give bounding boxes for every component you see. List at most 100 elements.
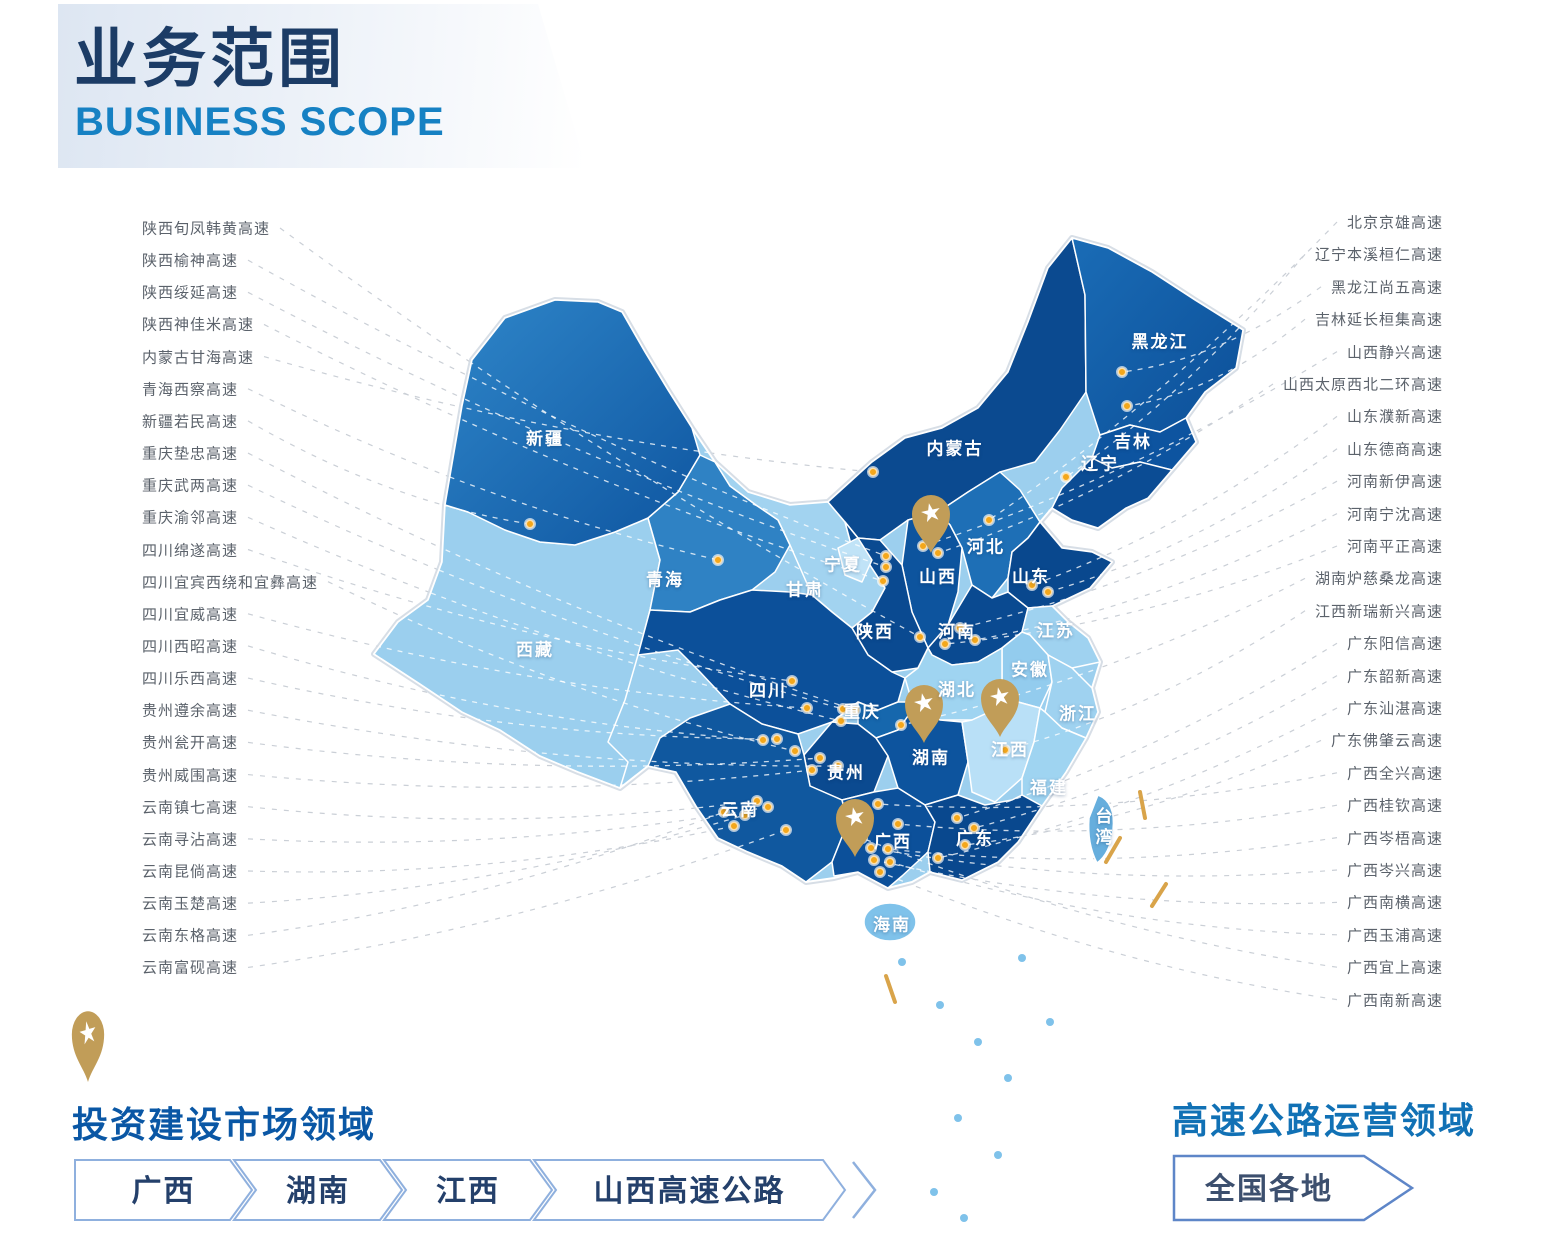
- project-dot: [837, 703, 849, 715]
- project-label-right: 山西太原西北二环高速: [1282, 376, 1443, 394]
- province-shape-liaoning: [1051, 457, 1173, 529]
- province-label: 四川: [749, 681, 787, 701]
- connector-line-on-map: [374, 825, 735, 873]
- connector-line: [247, 825, 735, 873]
- province-label: 内蒙古: [926, 439, 984, 459]
- project-dot: [771, 733, 783, 745]
- province-label: 广东: [956, 829, 994, 849]
- project-dot: [718, 806, 730, 818]
- project-dot: [895, 719, 907, 731]
- project-label-right: 广东佛肇云高速: [1330, 732, 1443, 750]
- project-dot: [932, 547, 944, 559]
- connector-line-on-map: [922, 351, 1243, 547]
- project-dot: [932, 852, 944, 864]
- project-dot: [728, 820, 740, 832]
- connector-line: [1047, 448, 1338, 593]
- province-shape-fujian: [1021, 707, 1087, 807]
- project-dot: [849, 704, 861, 716]
- connector-line-on-map: [374, 613, 808, 709]
- project-label-left: 云南东格高速: [142, 927, 239, 945]
- connector-line-on-map: [887, 836, 1243, 860]
- island-dot: [1018, 954, 1026, 962]
- connector-line-on-map: [374, 709, 839, 767]
- project-dot: [806, 764, 818, 776]
- province-shape-ningxia: [837, 537, 873, 583]
- connector-line-on-map: [374, 291, 887, 568]
- project-label-right: 辽宁本溪桓仁高速: [1314, 246, 1443, 264]
- investment-tag-label: 江西: [436, 1175, 500, 1208]
- china-map: [374, 238, 1243, 942]
- operation-tag-label: 全国各地: [1204, 1172, 1333, 1206]
- project-dot: [762, 801, 774, 813]
- province-label: 江苏: [1037, 621, 1075, 641]
- connector-line: [247, 829, 787, 969]
- project-label-right: 湖南炉慈桑龙高速: [1314, 570, 1443, 588]
- project-label-left: 青海西察高速: [142, 381, 239, 399]
- province-label: 甘肃: [786, 580, 824, 600]
- province-label: 浙江: [1059, 704, 1097, 724]
- connector-line: [870, 847, 1338, 877]
- page-title: 业务范围: [74, 23, 346, 95]
- project-dot: [835, 715, 847, 727]
- project-dot: [968, 822, 980, 834]
- connector-line-on-map: [374, 238, 921, 638]
- project-label-left: 陕西榆神高速: [142, 252, 239, 270]
- operation-heading: 高速公路运营领域: [1172, 1100, 1477, 1141]
- project-label-right: 广西岑梧高速: [1346, 830, 1443, 848]
- south-sea-islands: [884, 790, 1168, 1222]
- project-dot: [914, 631, 926, 643]
- province-label: 新疆: [526, 429, 564, 449]
- connector-line-on-map: [973, 675, 1243, 829]
- nine-dash-segment: [1138, 790, 1147, 820]
- province-label: 云南: [721, 800, 759, 820]
- province-label: 宁夏: [824, 555, 862, 575]
- project-dot: [1042, 586, 1054, 598]
- project-label-left: 重庆渝邻高速: [142, 509, 239, 527]
- title-background: [58, 4, 586, 168]
- island-dot: [954, 1114, 962, 1122]
- connector-line-on-map: [956, 642, 1243, 819]
- project-label-left: 云南镇七高速: [142, 799, 239, 817]
- province-shape-xinjiang: [444, 299, 701, 546]
- project-label-left: 陕西绥延高速: [142, 284, 239, 302]
- province-label: 陕西: [856, 622, 894, 642]
- project-dot: [939, 638, 951, 650]
- project-dot: [757, 734, 769, 746]
- province-label: 黑龙江: [1131, 332, 1189, 352]
- project-label-right: 广西南新高速: [1346, 992, 1443, 1010]
- project-dot: [712, 554, 724, 566]
- project-label-left: 四川绵遂高速: [142, 542, 239, 559]
- project-label-left: 四川宜宾西绕和宜彝高速: [142, 574, 319, 592]
- island-dot: [994, 1151, 1002, 1159]
- project-dot: [884, 856, 896, 868]
- project-label-left: 内蒙古甘海高速: [142, 349, 255, 367]
- project-label-right: 江西新瑞新兴高速: [1314, 603, 1443, 621]
- project-label-right: 山东濮新高速: [1346, 408, 1443, 426]
- project-label-right: 广西岑兴高速: [1346, 862, 1443, 880]
- province-label: 河北: [967, 537, 1005, 557]
- province-label: 湖南: [912, 748, 950, 768]
- connector-line: [247, 811, 725, 936]
- project-label-left: 云南昆倘高速: [142, 863, 239, 881]
- province-label: 河南: [938, 622, 976, 642]
- connector-line-on-map: [374, 484, 844, 710]
- map-markers: [524, 366, 1133, 878]
- project-label-right: 广西南横高速: [1346, 894, 1443, 912]
- connector-line: [873, 859, 1338, 905]
- connector-line-on-map: [944, 545, 1243, 645]
- investment-tags-band: 广西 湖南 江西 山西高速公路: [74, 1159, 877, 1221]
- project-label-right: 河南平正高速: [1346, 538, 1443, 556]
- province-shape-taiwan: [1087, 794, 1115, 864]
- project-label-left: 重庆垫忠高速: [142, 445, 239, 463]
- project-label-right: 山西静兴高速: [1346, 344, 1443, 362]
- connector-line: [247, 814, 746, 904]
- connector-line: [879, 871, 1338, 1001]
- project-dot: [951, 812, 963, 824]
- nine-dash-segment: [884, 974, 897, 1004]
- connector-line: [247, 800, 758, 820]
- connector-line-on-map: [879, 871, 1243, 888]
- project-dot: [867, 466, 879, 478]
- nine-dash-segment: [1104, 836, 1122, 864]
